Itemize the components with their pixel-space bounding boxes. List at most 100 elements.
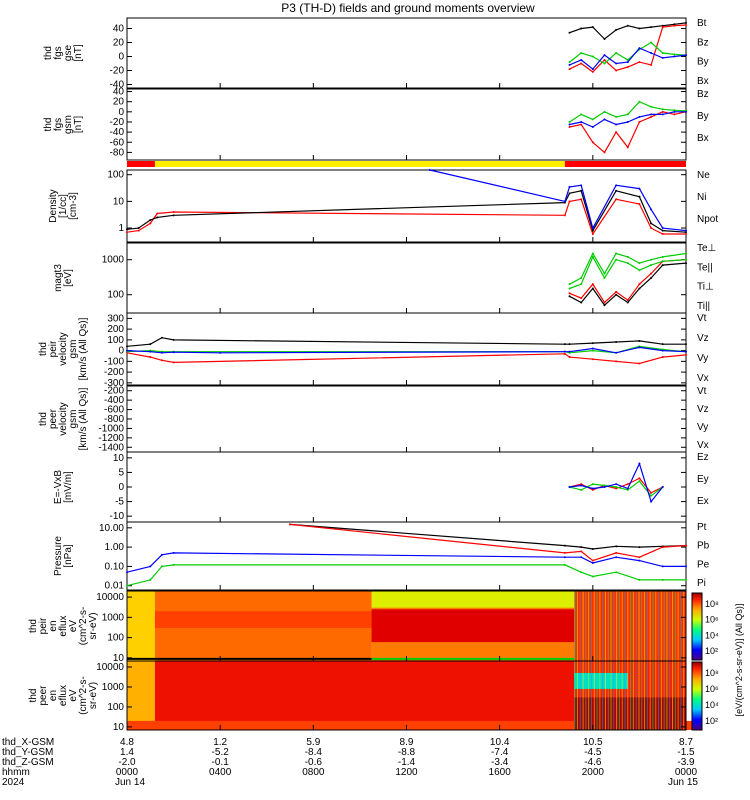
y-axis-label: [eV] [63,269,74,287]
y-axis-label: fgs [53,46,64,59]
x-tick-label: Jun 15 [668,777,698,788]
spec-stripe [618,591,620,661]
spec-band [154,611,372,628]
data-point [661,356,664,359]
y-tick-label: 100 [107,335,124,346]
spec-stripe [627,591,629,661]
y-tick-label: 20 [113,38,125,49]
data-point [591,118,594,121]
data-point [615,293,618,296]
y-axis-label: peer [38,685,49,706]
y-axis-label: eV [68,689,79,702]
data-point [568,31,571,34]
data-point [568,185,571,188]
data-point [568,295,571,298]
data-point [685,54,687,57]
spec-stripe [630,591,632,661]
y-axis-label: en [48,690,59,701]
peir-spec-image [127,591,686,661]
panel-density: 100 10 1 Density [1/cc] [cm-3] Ne Ni Npot [48,169,718,243]
peer-spec-image [127,661,702,730]
data-point [638,120,641,123]
spec-stripe [641,661,643,730]
data-point [650,264,653,267]
spec-stripe [596,591,598,661]
legend-entry: Pi [697,578,706,589]
data-point [160,553,163,556]
data-point [137,229,140,232]
legend-entry: Ni [697,192,706,203]
spec-stripe [624,661,626,730]
data-point [580,297,583,300]
data-point [638,27,641,30]
y-axis-label: E=-VxB [53,470,64,505]
chart-title: P3 (TH-D) fields and ground moments over… [281,1,535,15]
data-point [661,349,664,352]
y-tick-label: 10 [113,453,125,464]
data-point [137,227,140,230]
legend-entry: Vt [697,386,707,397]
legend-entry: Te⊥ [697,243,716,254]
spec-stripe [672,591,674,661]
data-point [591,26,594,29]
data-point [603,151,606,154]
data-point [149,565,152,568]
spec-stripe [613,591,615,661]
data-point [580,556,583,559]
data-point [603,484,606,487]
data-point [615,258,618,261]
data-point [126,231,128,234]
status-bar-segment [127,161,155,167]
y-tick-label: -1400 [98,442,124,453]
spec-stripe [590,661,592,730]
legend-entry: Bz [697,89,709,100]
data-point [580,113,583,116]
data-point [650,258,653,261]
data-point [615,351,618,354]
data-point [591,252,594,255]
y-axis-label: en [48,620,59,631]
data-point [615,28,618,31]
data-point [638,578,641,581]
spec-stripe [677,591,679,661]
y-axis-label: velocity [58,332,69,365]
spec-stripe [596,661,598,730]
legend-entry: Vy [697,353,708,364]
y-axis-label: velocity [58,402,69,435]
data-point [160,565,163,568]
y-tick-label: 40 [113,24,125,35]
spec-stripe [604,591,606,661]
status-bar-segment [154,161,565,167]
data-point [568,486,571,488]
legend-entry: Ex [697,496,709,507]
spec-stripe [607,661,609,730]
y-tick-label: 10.00 [99,523,124,534]
y-tick-label: -5 [115,497,124,508]
data-point [591,547,594,550]
data-point [580,277,583,279]
y-tick-label: -20 [110,117,125,128]
data-point [580,488,583,491]
data-point [638,559,641,562]
spec-stripe [669,591,671,661]
series-peir-vel-Vx [126,346,687,354]
data-point [650,41,653,44]
y-tick-label: 20 [113,97,125,108]
spec-stripe [663,591,665,661]
spec-stripe [666,591,668,661]
x-row-label: thd_X-GSM [2,737,54,748]
series-peir-vel-Vt [126,337,686,347]
data-point [160,336,163,339]
data-point [615,487,618,490]
spec-band [574,673,628,689]
series-temp-Te|| [569,262,687,307]
data-point [568,200,571,203]
data-point [650,227,653,230]
series-pressure-Pe [126,564,686,587]
data-point [661,565,664,568]
y-tick-label: -20 [110,66,125,77]
data-point [673,24,676,27]
spec-stripe [635,661,637,730]
y-tick-label: 0 [118,482,124,493]
